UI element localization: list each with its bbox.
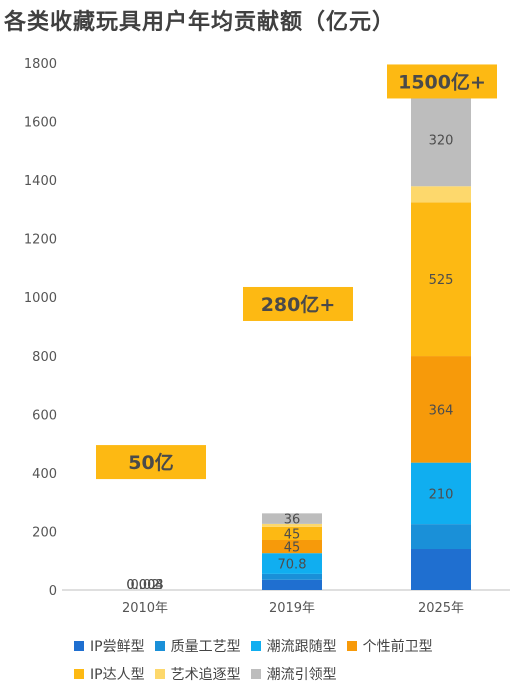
bar-segment	[262, 573, 322, 580]
x-tick-label: 2025年	[418, 601, 464, 616]
x-axis: 2010年 2019年 2025年	[62, 589, 510, 616]
legend-item: 个性前卫型	[346, 636, 433, 656]
y-tick-label: 1000	[24, 291, 57, 306]
bar-segment	[262, 523, 322, 527]
legend-item: IP达人型	[74, 664, 145, 684]
callout-box	[96, 445, 206, 480]
y-tick-label: 0	[49, 584, 57, 599]
bar-segment	[411, 356, 471, 463]
legend-label: IP尝鲜型	[90, 639, 145, 655]
legend-swatch	[346, 641, 357, 651]
bar-segment	[411, 549, 471, 590]
legend-item: 质量工艺型	[154, 636, 241, 656]
bar-segment	[411, 92, 471, 187]
legend-label: 个性前卫型	[362, 639, 433, 655]
legend-item: IP尝鲜型	[74, 636, 145, 656]
legend-label: 潮流引领型	[266, 667, 337, 683]
data-label: 70.8	[278, 558, 307, 573]
bar-segment	[262, 539, 322, 554]
legend-label: 艺术追逐型	[170, 667, 241, 683]
data-label: 0.004	[126, 578, 163, 593]
callout-text: 280亿+	[261, 293, 336, 316]
data-label: 45	[284, 541, 301, 556]
bar-segment	[411, 202, 471, 357]
y-tick-label: 1400	[24, 174, 57, 189]
legend-swatch	[154, 669, 165, 679]
legend-swatch	[250, 641, 261, 651]
legend-item: 潮流引领型	[250, 664, 337, 684]
bar-segment	[262, 553, 322, 574]
bar-segment	[411, 462, 471, 525]
data-label: 0.02	[131, 578, 160, 593]
bar-segment	[411, 524, 471, 550]
legend-label: 潮流跟随型	[266, 639, 337, 655]
chart-title: 各类收藏玩具用户年均贡献额（亿元）	[4, 10, 396, 35]
legend-item: 艺术追逐型	[154, 664, 241, 684]
bar-segment	[411, 186, 471, 203]
callout-text: 50亿	[128, 451, 173, 474]
y-tick-label: 1600	[24, 116, 57, 131]
data-label: 364	[429, 403, 454, 418]
data-label: 45	[284, 527, 301, 542]
y-tick-label: 400	[32, 467, 57, 482]
y-tick-label: 1800	[24, 57, 57, 72]
bars	[115, 92, 471, 590]
legend-row: IP尝鲜型 质量工艺型 潮流跟随型 个性前卫型	[74, 636, 514, 656]
y-axis: 0 200 400 600 800 1000 1200 1400 1600 1800	[24, 57, 57, 599]
legend-label: IP达人型	[90, 667, 145, 683]
legend-swatch	[154, 641, 165, 651]
bar-segment	[262, 579, 322, 590]
legend-row: IP达人型 艺术追逐型 潮流引领型	[74, 664, 514, 684]
callout-box	[387, 64, 497, 99]
legend-item: 潮流跟随型	[250, 636, 337, 656]
legend-label: 质量工艺型	[170, 639, 241, 655]
legend: IP尝鲜型 质量工艺型 潮流跟随型 个性前卫型 IP达人型 艺术追逐型 潮流引领型	[74, 636, 514, 692]
data-label: 0.003	[126, 578, 163, 593]
data-label: 320	[429, 133, 454, 148]
bar-segment	[262, 526, 322, 540]
x-tick-label: 2010年	[122, 601, 168, 616]
bar-segment	[262, 513, 322, 524]
callout-text: 1500亿+	[398, 70, 486, 93]
y-tick-label: 600	[32, 408, 57, 423]
y-tick-label: 800	[32, 350, 57, 365]
callouts: 50亿 280亿+ 1500亿+	[96, 64, 497, 480]
y-tick-label: 1200	[24, 233, 57, 248]
data-label: 36	[284, 513, 301, 528]
x-tick-label: 2019年	[269, 601, 315, 616]
legend-swatch	[74, 669, 84, 679]
y-tick-label: 200	[32, 525, 57, 540]
data-label: 525	[429, 273, 454, 288]
data-label: 210	[429, 487, 454, 502]
callout-box	[243, 286, 353, 321]
legend-swatch	[74, 641, 84, 651]
legend-swatch	[250, 669, 261, 679]
